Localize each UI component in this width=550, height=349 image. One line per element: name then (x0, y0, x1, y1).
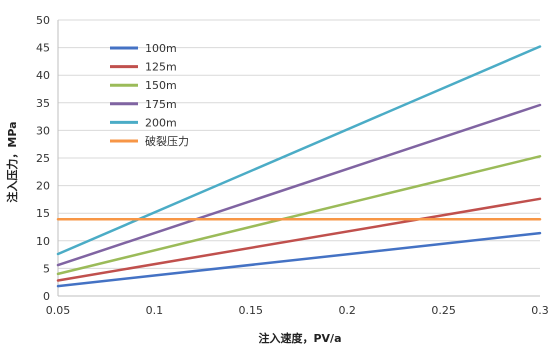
y-tick-label: 50 (36, 14, 50, 27)
x-tick-label: 0.25 (431, 304, 456, 317)
y-tick-label: 25 (36, 152, 50, 165)
x-tick-label: 0.15 (239, 304, 264, 317)
series-line-0 (56, 231, 542, 288)
legend-label-4: 200m (145, 116, 177, 129)
y-tick-label: 45 (36, 42, 50, 55)
x-axis-title: 注入速度，PV/a (258, 331, 341, 345)
series-line-1 (56, 197, 542, 282)
series-line-3 (56, 103, 542, 267)
y-tick-label: 35 (36, 97, 50, 110)
axes (57, 20, 540, 297)
legend-label-1: 125m (145, 61, 177, 74)
y-tick-label: 30 (36, 124, 50, 137)
x-tick-label: 0.2 (338, 304, 356, 317)
y-tick-label: 0 (43, 290, 50, 303)
x-tick-label: 0.1 (146, 304, 164, 317)
y-tick-label: 10 (36, 235, 50, 248)
series-line-2 (56, 155, 542, 276)
y-tick-label: 15 (36, 207, 50, 220)
series-lines (56, 45, 542, 288)
x-tick-label: 0.05 (46, 304, 71, 317)
legend: 100m 125m 150m 175m 200m 破裂压力 (110, 42, 189, 148)
x-tick-label: 0.3 (531, 304, 549, 317)
gridlines (58, 19, 540, 269)
y-tick-label: 20 (36, 180, 50, 193)
legend-label-0: 100m (145, 42, 177, 55)
y-tick-label: 40 (36, 69, 50, 82)
tick-labels: 0 5 10 15 20 25 30 35 40 45 50 0.05 0.1 0.15 0.2 0.25 0.… (36, 14, 549, 317)
legend-label-3: 175m (145, 98, 177, 111)
y-axis-title: 注入压力，MPa (5, 121, 19, 202)
legend-label-5: 破裂压力 (145, 134, 189, 148)
series-line-4 (56, 45, 542, 256)
y-tick-label: 5 (43, 262, 50, 275)
legend-label-2: 150m (145, 79, 177, 92)
